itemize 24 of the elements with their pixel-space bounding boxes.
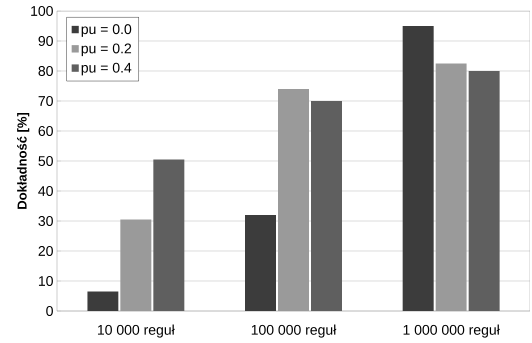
y-axis-title: Dokładność [%] — [17, 112, 30, 209]
legend-label: pu = 0.4 — [82, 62, 132, 76]
y-tick-label: 0 — [46, 306, 53, 316]
x-tick-label: 10 000 reguł — [98, 324, 175, 338]
bar — [245, 215, 276, 311]
y-tick-label: 10 — [38, 276, 53, 286]
x-tick-label: 100 000 reguł — [252, 324, 336, 338]
legend-label: pu = 0.2 — [82, 43, 132, 56]
y-tick-label: 100 — [31, 6, 53, 16]
legend-label: pu = 0.0 — [82, 24, 132, 37]
y-tick-label: 50 — [38, 156, 53, 166]
bar — [402, 26, 434, 311]
x-tick-label: 1 000 000 reguł — [404, 324, 500, 338]
y-tick-label: 80 — [38, 66, 53, 76]
y-tick-label: 20 — [38, 246, 53, 256]
bar — [153, 160, 184, 311]
bar — [87, 292, 118, 311]
bar — [311, 101, 342, 311]
y-tick-label: 30 — [38, 216, 53, 226]
y-tick-label: 70 — [38, 96, 53, 106]
bar — [468, 71, 500, 311]
y-tick-label: 40 — [38, 186, 53, 196]
y-tick-label: 90 — [38, 36, 53, 46]
y-tick-label: 60 — [38, 126, 53, 136]
